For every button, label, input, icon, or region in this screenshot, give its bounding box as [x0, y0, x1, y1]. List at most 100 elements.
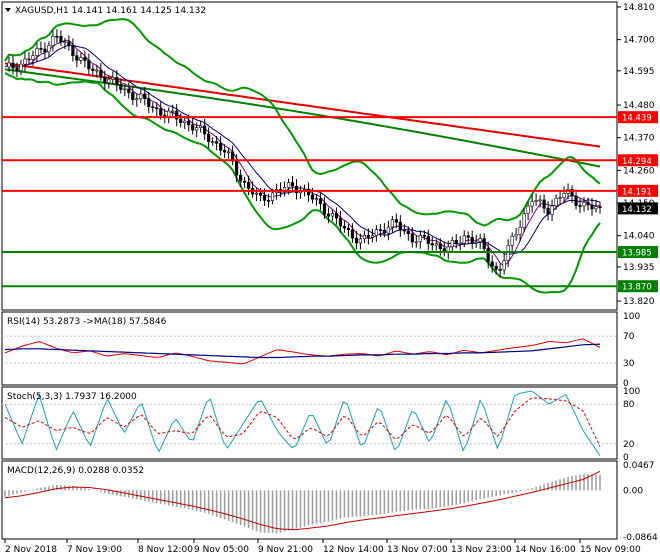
candle-body [235, 160, 239, 176]
candle-body [578, 205, 582, 207]
candle-body [179, 118, 183, 123]
candle-body [286, 182, 291, 188]
price-tick-label: 14.040 [623, 232, 655, 242]
candle-body [43, 48, 47, 53]
collapse-triangle-icon[interactable] [5, 8, 11, 12]
candle-body [514, 234, 518, 237]
candle-body [574, 195, 578, 206]
level-label-box [618, 184, 658, 197]
time-tick-label: 2 Nov 2018 [5, 545, 57, 555]
candle-body [498, 269, 502, 271]
candle-body [23, 58, 27, 65]
candle-body [83, 57, 87, 61]
candle-body [318, 198, 323, 205]
candle-body [203, 125, 207, 135]
current-price-label: 14.132 [622, 205, 652, 215]
candle-body [39, 48, 43, 50]
candle-body [534, 199, 538, 202]
macd-tick-label: 0.0467 [623, 461, 655, 471]
candle-body [582, 202, 586, 207]
macd-plot [4, 470, 601, 534]
candle-body [314, 198, 319, 200]
stoch-tick-label: 20 [623, 440, 635, 450]
candle-body [382, 229, 386, 234]
candle-body [558, 197, 562, 199]
price-axis: 14.810 14.700 14.595 14.480 14.370 14.260 14.1… [617, 3, 655, 307]
price-tick-label: 14.480 [623, 101, 655, 111]
candle-body [322, 203, 327, 215]
candle-body [258, 192, 263, 196]
candle-body [175, 110, 179, 120]
rsi-tick-label: 70 [623, 332, 635, 342]
rsi-tick-label: 100 [623, 312, 640, 322]
candle-body [570, 188, 574, 197]
candle-body [310, 194, 315, 200]
candle-body [402, 229, 406, 232]
candle-body [458, 242, 462, 245]
candle-body [398, 221, 402, 231]
candle-body [590, 204, 594, 210]
candle-body [422, 235, 426, 237]
candle-body [103, 76, 107, 84]
candle-body [254, 192, 259, 195]
candle-body [470, 237, 474, 244]
macd-signal-line [4, 470, 601, 531]
time-tick-label: 9 Nov 21:00 [258, 545, 313, 555]
candle-body [219, 143, 223, 151]
candle-body [294, 185, 299, 194]
candle-body [550, 205, 554, 215]
time-tick-label: 8 Nov 12:00 [138, 545, 193, 555]
candle-body [99, 69, 103, 78]
candle-body [35, 48, 39, 56]
rsi-ma-line [4, 343, 601, 359]
stoch-signal-line [4, 397, 601, 447]
candle-body [266, 200, 271, 202]
candle-body [51, 35, 55, 46]
candle-body [111, 77, 115, 80]
macd-panel[interactable] [1, 460, 618, 540]
candle-body [187, 120, 191, 126]
stoch-plot [2, 390, 617, 456]
candle-body [71, 45, 75, 56]
rsi-panel[interactable] [1, 311, 618, 386]
stoch-header: Stoch(5,3,3) 1.7937 16.2000 [7, 392, 137, 402]
price-panel[interactable] [1, 1, 618, 311]
stoch-panel[interactable] [1, 386, 618, 460]
time-tick-label: 9 Nov 05:00 [194, 545, 249, 555]
candle-body [598, 206, 602, 208]
candle-body [342, 225, 347, 229]
macd-axis: 0.0467 0.00 -0.0864 [623, 461, 658, 543]
candle-body [147, 98, 151, 108]
candle-body [75, 55, 79, 61]
candle-body [183, 120, 187, 123]
candle-body [374, 229, 378, 236]
level-label-box [618, 154, 658, 167]
candle-body [306, 188, 311, 196]
price-tick-label: 14.370 [623, 134, 655, 144]
candle-body [15, 67, 19, 71]
candle-body [474, 241, 478, 244]
candle-body [115, 77, 119, 85]
time-axis: 2 Nov 2018 7 Nov 19:00 8 Nov 12:00 9 Nov 05… [4, 539, 641, 555]
candle-body [11, 62, 15, 69]
candle-body [434, 243, 438, 246]
candle-body [135, 98, 139, 101]
candle-body [151, 106, 155, 109]
rsi-axis: 100 70 30 0 [623, 312, 640, 389]
rsi-line [4, 338, 601, 365]
candle-body [199, 125, 203, 128]
rsi-header: RSI(14) 53.2873 ->MA(18) 57.5846 [7, 317, 167, 327]
candle-body [494, 266, 498, 270]
stoch-axis: 100 80 20 0 [623, 387, 640, 463]
candle-body [87, 60, 91, 70]
ma-purple [4, 39, 601, 267]
stoch-main-line [4, 390, 601, 456]
time-tick-label: 13 Nov 23:00 [451, 545, 512, 555]
candle-body [478, 238, 482, 243]
candle-body [378, 229, 382, 231]
time-tick-label: 15 Nov 09:00 [580, 545, 641, 555]
level-label: 14.294 [622, 157, 652, 167]
candle-body [290, 182, 295, 187]
candle-body [482, 238, 486, 249]
